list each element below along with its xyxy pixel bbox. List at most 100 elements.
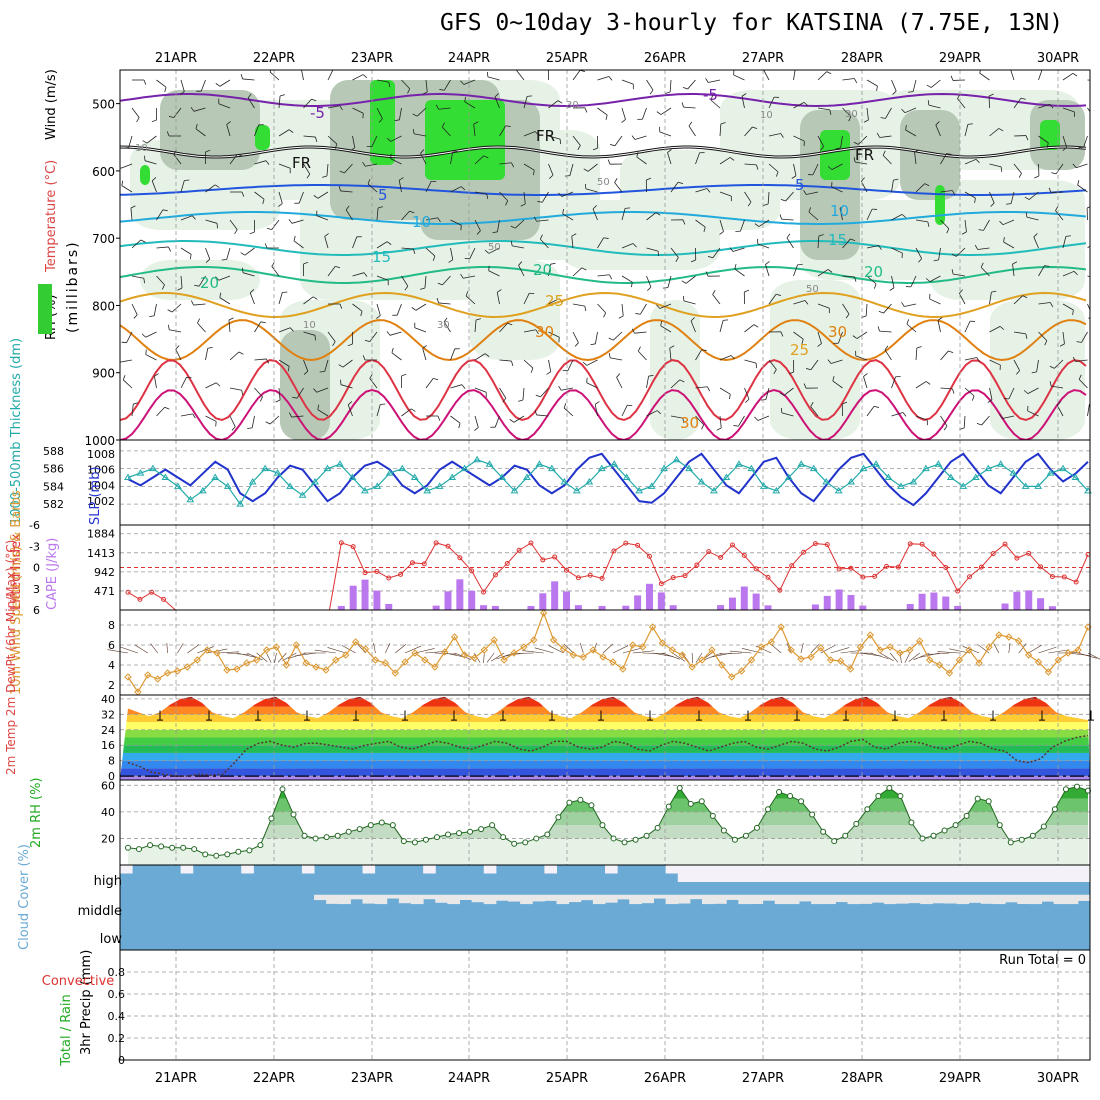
cloud-gap-high — [774, 865, 788, 882]
wind-barb — [832, 376, 835, 382]
wind-barb — [509, 419, 515, 423]
wind-barb — [316, 387, 329, 393]
wind-barb — [1077, 184, 1088, 193]
wind-barb — [249, 289, 255, 294]
wind-barb — [1038, 302, 1051, 305]
wind-barb — [1049, 365, 1055, 369]
cloud-gap-middle — [411, 894, 424, 905]
wind10-point — [144, 671, 152, 679]
wind-barb — [505, 200, 509, 206]
cloud-gap-high — [605, 865, 618, 874]
wind-barb — [422, 91, 428, 95]
rh-contour-label: 10 — [760, 110, 773, 121]
cloud-ylabel: Cloud Cover (%) — [17, 844, 32, 950]
wind-barb — [364, 339, 370, 342]
wind-barb — [612, 331, 623, 341]
wind-barb — [288, 219, 293, 224]
wind-barb — [548, 163, 554, 176]
rh-point — [820, 828, 827, 835]
wind-barb — [788, 371, 794, 375]
wind-barb — [520, 203, 526, 207]
rh-color-band — [128, 798, 1088, 812]
cloud-gap-middle — [1041, 894, 1055, 902]
wind-barb — [420, 149, 425, 154]
precip-axis-label: 3hr Precip (mm) — [79, 950, 94, 1055]
wind10-point — [787, 646, 795, 654]
wind-barb — [1055, 210, 1064, 221]
li-point — [753, 566, 759, 572]
wind10-barb — [483, 652, 485, 664]
wind-barb — [754, 223, 760, 227]
cloud-gap-high — [920, 865, 933, 882]
rh-point — [1040, 823, 1047, 830]
wind10-point — [292, 641, 300, 649]
thickness-point — [423, 486, 432, 494]
wind-barb — [635, 313, 641, 315]
cloud-gap-high — [483, 865, 497, 874]
cloud-gap-middle — [908, 894, 921, 904]
wind10-barb — [166, 642, 168, 654]
wind-barb — [303, 296, 314, 305]
wind-barb — [126, 331, 133, 343]
wind10-point — [757, 643, 766, 651]
wind-barb — [905, 129, 917, 137]
temp-color-band — [120, 729, 1090, 738]
li-point — [1014, 555, 1020, 561]
wind10-point — [549, 636, 558, 644]
wind-barb — [1013, 331, 1026, 335]
wind-barb — [327, 331, 336, 342]
wind-barb — [523, 131, 536, 137]
wind-barb — [229, 351, 240, 361]
wind-barb — [597, 76, 610, 81]
cloud-gap-middle — [786, 894, 800, 905]
temp-color-band — [120, 706, 1090, 715]
rh-light-area — [650, 300, 700, 440]
wind-barb — [548, 264, 551, 277]
wind-barb — [1050, 302, 1054, 308]
panel-frame — [119, 439, 1091, 526]
rh-point — [500, 834, 507, 841]
cloud-gap-middle — [811, 894, 824, 905]
wind-barb — [1055, 206, 1059, 211]
wind-barb — [614, 182, 623, 193]
wind10-point — [826, 656, 835, 664]
wind-barb — [175, 349, 182, 361]
contour-minus5 — [120, 92, 1087, 108]
cloud-axis-label: Cloud Cover (%) — [17, 844, 32, 950]
wind-barb — [850, 238, 856, 242]
wind-barb — [450, 247, 454, 260]
wind-barb — [1033, 236, 1039, 249]
wind-barb — [940, 190, 953, 193]
wind-barb — [741, 96, 745, 109]
precip-tick-label: 0.2 — [108, 1032, 126, 1045]
wind-barb — [219, 79, 231, 87]
li-point — [457, 555, 463, 561]
cape-bar — [918, 593, 926, 610]
wind-barb — [438, 302, 451, 305]
rh-point — [974, 795, 981, 802]
thickness-point — [660, 464, 668, 472]
wind-barb — [145, 354, 157, 361]
wind-barb — [801, 338, 804, 344]
wind-barb — [618, 315, 624, 319]
wind-barb — [817, 135, 824, 147]
wind-barb — [422, 345, 427, 349]
li-point — [1002, 541, 1008, 547]
thickness-point — [1034, 482, 1043, 489]
wind10-point — [846, 665, 855, 673]
wind-barb — [646, 212, 657, 221]
li-point — [990, 551, 996, 557]
wind10-barb — [695, 652, 703, 663]
wind10-barb — [1048, 649, 1070, 654]
wind-barb — [433, 378, 439, 381]
wind-barb — [1022, 295, 1028, 299]
wind-barb — [597, 303, 606, 314]
li-point — [955, 588, 961, 594]
wind-barb — [901, 214, 907, 218]
wind10-point — [243, 659, 251, 667]
wind-barb — [719, 355, 732, 361]
wind-barb — [719, 157, 731, 165]
wind-barb — [1038, 265, 1045, 277]
wind-tick-label: 4 — [108, 659, 115, 672]
